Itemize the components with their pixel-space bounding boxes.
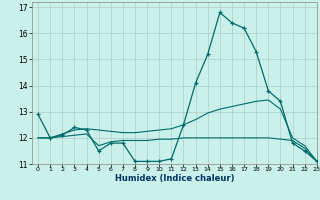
X-axis label: Humidex (Indice chaleur): Humidex (Indice chaleur) [115,174,234,183]
